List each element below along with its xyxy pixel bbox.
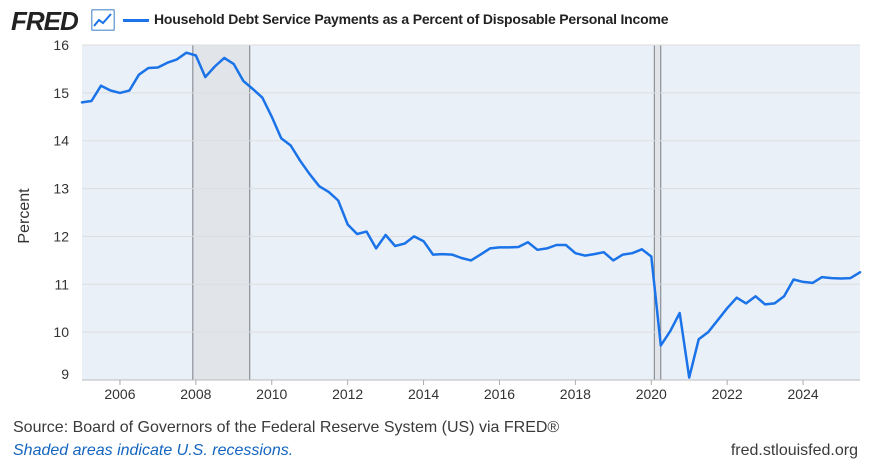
recession-band-2	[654, 45, 661, 380]
y-tick-label-10: 10	[53, 324, 69, 340]
site-link[interactable]: fred.stlouisfed.org	[730, 442, 858, 459]
series-line-1	[80, 51, 862, 379]
x-tick-label-2024: 2024	[787, 386, 818, 402]
x-tick-label-2020: 2020	[636, 386, 667, 402]
x-tick-label-2006: 2006	[104, 386, 135, 402]
y-tick-label-12: 12	[53, 228, 69, 244]
y-axis-ticks: 9 10 11 12 13 14 15 16	[53, 37, 69, 382]
y-tick-label-13: 13	[53, 181, 69, 197]
x-tick-label-2012: 2012	[332, 386, 363, 402]
recession-shading	[192, 45, 662, 380]
x-tick-label-2016: 2016	[484, 386, 515, 402]
legend-swatch	[123, 19, 149, 22]
y-tick-label-15: 15	[53, 85, 69, 101]
header: FRED Household Debt Service Payments as …	[0, 0, 880, 40]
line-chart: 9 10 11 12 13 14 15 16 2006 2008 2010 2012 2014 2016…	[16, 37, 862, 402]
x-tick-label-2018: 2018	[560, 386, 591, 402]
x-axis-ticks: 2006 2008 2010 2012 2014 2016 2018 2020 2022 2024	[104, 380, 819, 402]
x-tick-label-2022: 2022	[712, 386, 743, 402]
series-layer	[80, 51, 862, 379]
x-tick-label-2008: 2008	[180, 386, 211, 402]
y-tick-label-16: 16	[53, 37, 69, 53]
trend-line-icon	[91, 9, 115, 31]
y-tick-label-11: 11	[54, 276, 69, 292]
source-note: Source: Board of Governors of the Federa…	[13, 419, 560, 436]
recession-note: Shaded areas indicate U.S. recessions.	[13, 442, 294, 459]
y-tick-label-9: 9	[61, 366, 69, 382]
x-tick-label-2010: 2010	[256, 386, 287, 402]
legend-label[interactable]: Household Debt Service Payments as a Per…	[154, 11, 669, 27]
y-axis-title: Percent	[16, 188, 33, 244]
x-tick-label-2014: 2014	[408, 386, 439, 402]
fred-logo[interactable]: FRED	[11, 6, 79, 36]
recession-band-1	[192, 45, 250, 380]
y-tick-label-14: 14	[53, 133, 69, 149]
gridlines	[82, 44, 860, 381]
